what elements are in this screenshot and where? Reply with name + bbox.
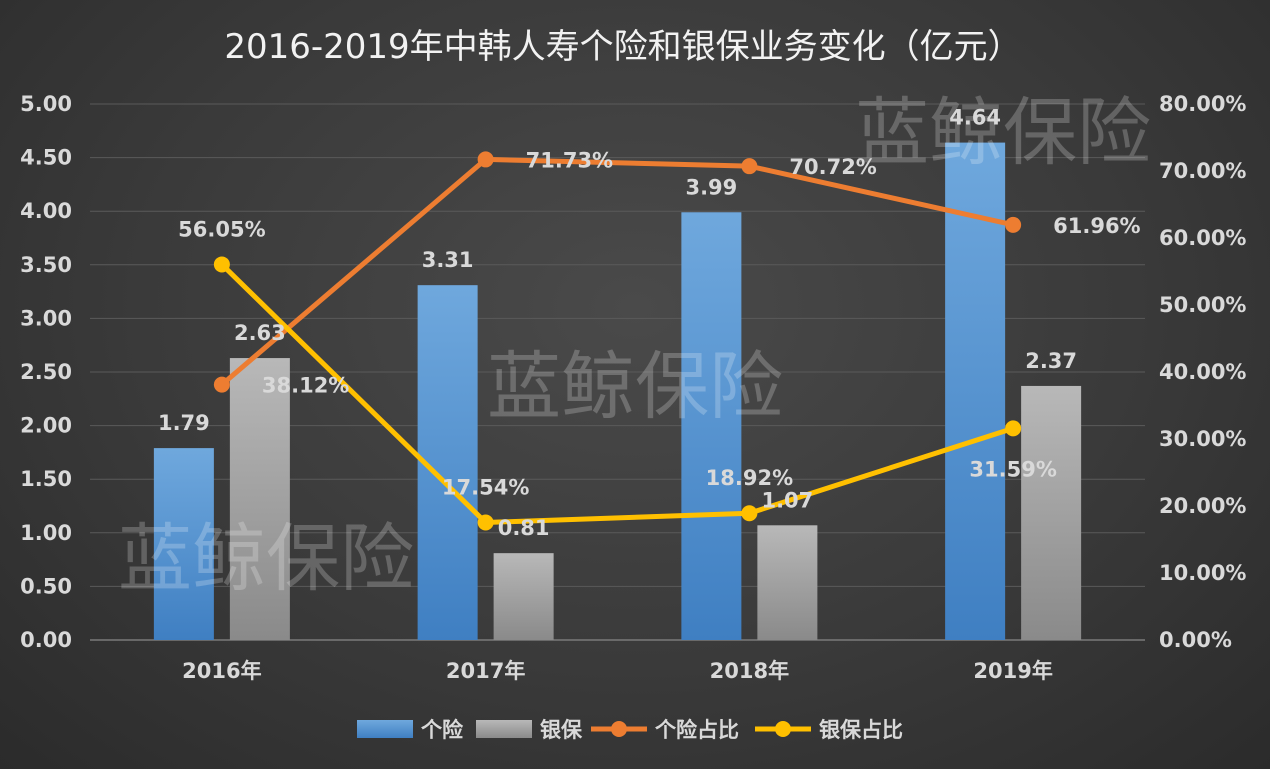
line-point xyxy=(477,514,494,531)
right-tick-label: 0.00% xyxy=(1159,628,1232,652)
watermark-top-right: 蓝鲸保险 xyxy=(855,90,1151,176)
line-point xyxy=(741,158,758,175)
bar-individual xyxy=(153,448,214,640)
line-data-label: 31.59% xyxy=(969,457,1056,481)
right-tick-label: 20.00% xyxy=(1159,494,1246,518)
left-tick-label: 0.50 xyxy=(20,574,72,598)
right-tick-label: 60.00% xyxy=(1159,226,1246,250)
legend-marker xyxy=(611,721,627,737)
line-data-label: 18.92% xyxy=(706,466,793,490)
bar-data-label: 1.07 xyxy=(761,488,813,512)
left-tick-label: 2.50 xyxy=(20,360,72,384)
right-tick-label: 40.00% xyxy=(1159,360,1246,384)
legend-label: 银保 xyxy=(540,718,583,742)
left-tick-label: 1.50 xyxy=(20,467,72,491)
line-data-label: 71.73% xyxy=(526,148,613,172)
right-tick-label: 10.00% xyxy=(1159,561,1246,585)
bar-data-label: 4.64 xyxy=(949,106,1001,130)
watermark-center: 蓝鲸保险 xyxy=(487,344,783,430)
bar-data-label: 2.63 xyxy=(234,321,286,345)
bar-bancassurance xyxy=(757,525,818,640)
lines xyxy=(213,151,1022,531)
x-tick-label: 2016年 xyxy=(182,659,261,683)
line-data-label: 56.05% xyxy=(178,217,265,241)
line-point xyxy=(1005,420,1022,437)
x-tick-label: 2017年 xyxy=(446,659,525,683)
bar-data-label: 0.81 xyxy=(498,516,550,540)
bars xyxy=(153,142,1082,641)
bar-data-label: 1.79 xyxy=(158,411,210,435)
left-tick-label: 4.50 xyxy=(20,146,72,170)
legend-label: 个险 xyxy=(421,718,464,742)
legend-swatch xyxy=(476,720,532,738)
line-point xyxy=(213,256,230,273)
bar-individual xyxy=(681,212,742,640)
right-axis: 0.00% 10.00% 20.00% 30.00% 40.00% 50.00% 60.00… xyxy=(1159,92,1246,652)
legend-swatch xyxy=(357,720,413,738)
left-tick-label: 0.00 xyxy=(20,628,72,652)
bar-data-label: 3.31 xyxy=(422,248,474,272)
line-data-label: 38.12% xyxy=(262,374,349,398)
line-data-label: 61.96% xyxy=(1053,214,1140,238)
legend-label: 个险占比 xyxy=(655,718,739,742)
line-point xyxy=(477,151,494,168)
left-tick-label: 5.00 xyxy=(20,92,72,116)
watermark-bottom-left: 蓝鲸保险 xyxy=(118,516,414,602)
left-axis: 0.00 0.50 1.00 1.50 2.00 2.50 3.00 3.50 4.00 4.50… xyxy=(20,92,72,652)
line-point xyxy=(213,376,230,393)
legend-marker xyxy=(775,721,791,737)
line-data-label: 70.72% xyxy=(789,155,876,179)
chart-title: 2016-2019年中韩人寿个险和银保业务变化（亿元） xyxy=(224,27,1021,67)
watermarks: 蓝鲸保险 蓝鲸保险 蓝鲸保险 xyxy=(118,90,1151,602)
line-individual-share xyxy=(220,156,1014,387)
bar-bancassurance xyxy=(229,358,290,640)
right-tick-label: 70.00% xyxy=(1159,159,1246,183)
left-tick-label: 1.00 xyxy=(20,521,72,545)
left-tick-label: 4.00 xyxy=(20,199,72,223)
bar-individual xyxy=(945,142,1006,641)
bar-data-label: 2.37 xyxy=(1025,349,1077,373)
right-tick-label: 80.00% xyxy=(1159,92,1246,116)
line-point xyxy=(1005,216,1022,233)
line-point xyxy=(741,505,758,522)
data-labels: 1.79 3.31 3.99 4.64 2.63 0.81 1.07 2.37 38.12% 71… xyxy=(158,106,1141,541)
x-axis: 2016年 2017年 2018年 2019年 xyxy=(182,659,1053,683)
bar-bancassurance xyxy=(1021,385,1082,640)
line-bancassurance-share xyxy=(220,262,1014,525)
bar-data-label: 3.99 xyxy=(685,175,737,199)
line-data-label: 17.54% xyxy=(442,475,529,499)
left-tick-label: 3.00 xyxy=(20,306,72,330)
right-tick-label: 30.00% xyxy=(1159,427,1246,451)
left-tick-label: 2.00 xyxy=(20,414,72,438)
left-tick-label: 3.50 xyxy=(20,253,72,277)
x-tick-label: 2018年 xyxy=(710,659,789,683)
bar-bancassurance xyxy=(493,553,554,640)
right-tick-label: 50.00% xyxy=(1159,293,1246,317)
legend: 个险 银保 个险占比 银保占比 xyxy=(357,718,903,742)
x-tick-label: 2019年 xyxy=(973,659,1052,683)
legend-label: 银保占比 xyxy=(819,718,903,742)
